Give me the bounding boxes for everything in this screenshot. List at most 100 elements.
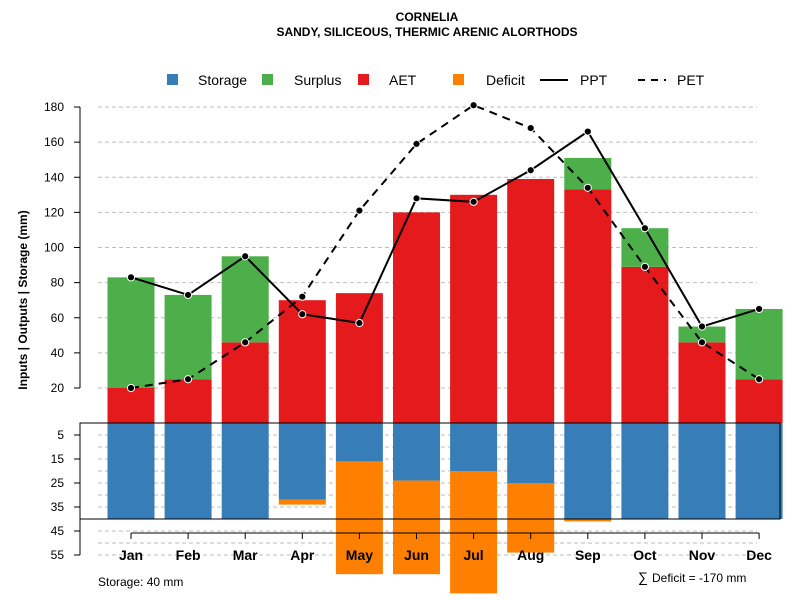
- bar-aet: [735, 379, 783, 423]
- deficit-footnote: Deficit = -170 mm: [652, 571, 746, 585]
- bar-aet: [450, 194, 498, 423]
- x-tick-label: Dec: [746, 547, 772, 563]
- point-ppt: [184, 290, 193, 300]
- bar-surplus: [735, 308, 783, 380]
- legend-swatch-surplus: [262, 74, 273, 85]
- bar-storage: [164, 423, 212, 519]
- legend-label-ppt: PPT: [580, 72, 608, 88]
- bar-deficit: [507, 483, 555, 553]
- y-tick-label: 40: [51, 346, 65, 360]
- point-ppt: [241, 252, 250, 261]
- point-pet: [184, 375, 193, 384]
- bar-deficit: [564, 519, 612, 522]
- y-tick-label: 45: [51, 524, 65, 538]
- point-pet: [126, 383, 136, 393]
- y-tick-label: 15: [51, 452, 65, 466]
- legend-swatch-deficit: [453, 74, 464, 85]
- bar-storage: [735, 423, 783, 519]
- bar-storage: [678, 423, 726, 519]
- bar-storage: [564, 423, 612, 519]
- x-tick-label: Apr: [290, 547, 315, 563]
- point-ppt: [755, 304, 764, 314]
- x-tick-label: Jun: [404, 547, 429, 563]
- x-tick-label: Sep: [575, 547, 601, 563]
- bar-aet: [278, 300, 326, 423]
- bar-storage: [221, 423, 269, 519]
- legend-swatch-aet: [358, 74, 369, 85]
- y-tick-label: 80: [51, 276, 65, 290]
- legend: Storage Surplus AET Deficit PPT PET: [167, 72, 705, 88]
- legend-label-pet: PET: [677, 72, 705, 88]
- bar-surplus: [107, 277, 155, 388]
- point-pet: [755, 375, 764, 384]
- point-ppt: [697, 322, 707, 331]
- bar-surplus: [221, 256, 269, 343]
- bar-aet: [221, 342, 269, 423]
- lines: [126, 101, 764, 393]
- y-tick-label: 140: [44, 170, 64, 184]
- y-axis-label: Inputs | Outputs | Storage (mm): [16, 210, 30, 389]
- bar-surplus: [621, 228, 669, 267]
- bar-aet: [564, 189, 612, 423]
- y-tick-label: 5: [57, 428, 64, 442]
- bar-aet: [164, 379, 212, 423]
- x-tick-label: Jan: [119, 547, 143, 563]
- x-tick-label: Aug: [517, 547, 544, 563]
- point-ppt: [469, 197, 478, 206]
- bar-surplus: [164, 294, 212, 380]
- y-tick-label: 180: [44, 100, 64, 114]
- bar-surplus: [678, 326, 726, 343]
- bar-deficit: [450, 471, 498, 594]
- bars: [79, 157, 783, 594]
- axes: 20 40 60 80 100 120 140 160 180 5 15 25 35 45 55 Jan Feb…: [44, 100, 772, 563]
- point-pet: [697, 338, 707, 347]
- point-ppt: [583, 127, 592, 136]
- point-pet: [412, 139, 421, 148]
- point-pet: [298, 292, 307, 301]
- point-pet: [241, 338, 250, 347]
- point-pet: [526, 123, 535, 133]
- point-ppt: [640, 224, 650, 233]
- chart-title: CORNELIA: [396, 10, 459, 24]
- point-pet: [355, 206, 364, 215]
- bar-aet: [107, 388, 155, 423]
- bar-aet: [393, 212, 440, 423]
- bar-deficit: [278, 499, 326, 505]
- y-tick-label: 35: [51, 500, 65, 514]
- legend-label-surplus: Surplus: [294, 72, 341, 88]
- bar-deficit: [393, 480, 440, 575]
- bar-storage: [278, 423, 326, 500]
- point-pet: [469, 101, 478, 110]
- bar-aet: [335, 293, 383, 423]
- point-ppt: [298, 310, 307, 319]
- point-ppt: [126, 273, 136, 282]
- bar-storage: [450, 423, 498, 471]
- legend-label-aet: AET: [389, 72, 417, 88]
- x-tick-label: Oct: [633, 547, 657, 563]
- y-tick-label: 25: [51, 476, 65, 490]
- bar-storage: [107, 423, 155, 519]
- storage-footnote: Storage: 40 mm: [98, 575, 183, 589]
- point-ppt: [412, 194, 421, 203]
- point-pet: [640, 262, 650, 271]
- y-tick-label: 20: [51, 381, 65, 395]
- y-tick-label: 60: [51, 311, 65, 325]
- legend-label-deficit: Deficit: [486, 72, 525, 88]
- point-ppt: [526, 166, 535, 175]
- x-tick-label: Feb: [176, 547, 201, 563]
- bar-aet: [621, 266, 669, 423]
- y-tick-label: 160: [44, 135, 64, 149]
- x-tick-label: Mar: [233, 547, 258, 563]
- bar-storage: [507, 423, 555, 483]
- point-pet: [583, 183, 592, 192]
- bar-deficit: [335, 461, 383, 575]
- bar-storage: [621, 423, 669, 519]
- x-tick-label: Jul: [463, 547, 483, 563]
- bar-aet: [678, 342, 726, 423]
- y-tick-label: 100: [44, 241, 64, 255]
- bar-storage: [335, 423, 383, 462]
- x-tick-label: May: [346, 547, 373, 563]
- y-tick-label: 55: [51, 548, 65, 562]
- legend-swatch-storage: [167, 74, 178, 85]
